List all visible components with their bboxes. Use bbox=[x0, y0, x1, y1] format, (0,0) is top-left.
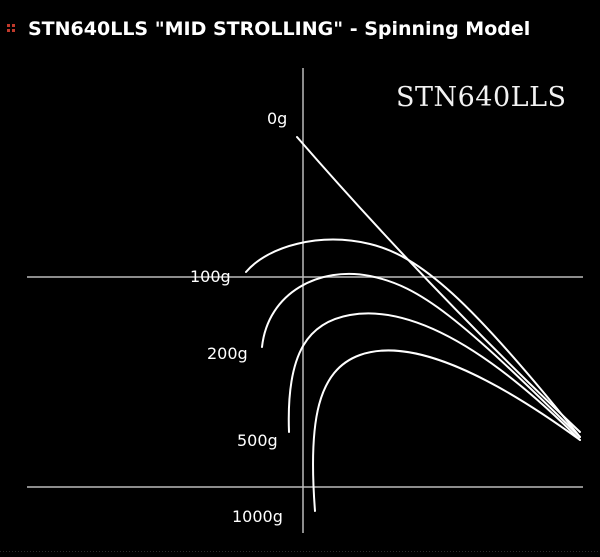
load-label-200g: 200g bbox=[207, 344, 248, 363]
grid-dots-icon bbox=[7, 24, 16, 33]
model-label: STN640LLS bbox=[396, 82, 567, 113]
load-label-100g: 100g bbox=[190, 267, 231, 286]
load-label-1000g: 1000g bbox=[232, 507, 283, 526]
bottom-divider bbox=[0, 551, 600, 552]
bend-curve-500g bbox=[287, 312, 581, 441]
bend-curve-200g bbox=[261, 272, 581, 438]
bend-curve-1000g bbox=[311, 349, 581, 512]
page-header: STN640LLS "MID STROLLING" - Spinning Mod… bbox=[0, 0, 600, 56]
bend-curve-100g bbox=[245, 238, 581, 438]
bend-curve-0g bbox=[296, 136, 581, 433]
bend-curves-svg: 0g 100g 200g 500g 1000g STN640LLS bbox=[27, 68, 583, 533]
page-title: STN640LLS "MID STROLLING" - Spinning Mod… bbox=[28, 18, 531, 40]
load-label-0g: 0g bbox=[267, 109, 287, 128]
rod-bend-diagram: 0g 100g 200g 500g 1000g STN640LLS bbox=[0, 56, 600, 551]
load-label-500g: 500g bbox=[237, 431, 278, 450]
